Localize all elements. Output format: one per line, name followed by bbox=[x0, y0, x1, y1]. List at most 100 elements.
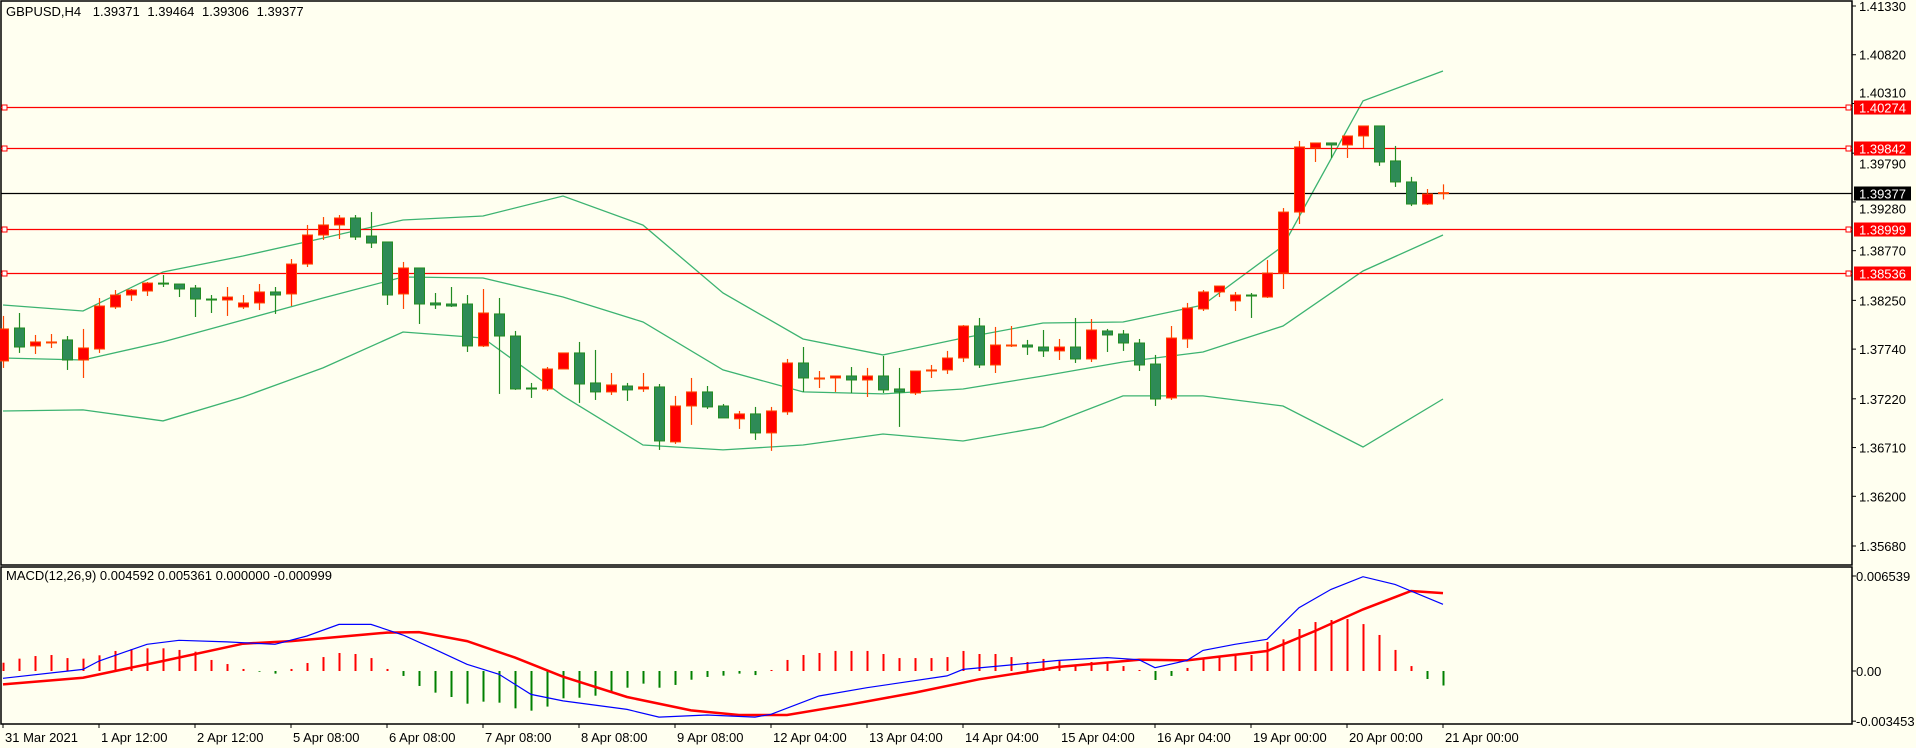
bear-candle bbox=[1246, 293, 1257, 318]
candle-body bbox=[414, 267, 425, 305]
candle-body bbox=[1150, 363, 1161, 400]
bull-candle bbox=[670, 395, 681, 444]
bear-candle bbox=[1022, 339, 1033, 355]
level-price-badge bbox=[1854, 266, 1911, 281]
bull-candle bbox=[478, 288, 489, 348]
bear-candle bbox=[462, 295, 473, 352]
candle-body bbox=[1326, 142, 1337, 146]
bull-candle bbox=[142, 282, 153, 296]
candle-body bbox=[558, 352, 569, 370]
bull-candle bbox=[286, 258, 297, 307]
level-handle-left[interactable] bbox=[1, 270, 8, 277]
candle-body bbox=[590, 382, 601, 393]
bull-candle bbox=[1230, 291, 1241, 311]
level-price-label: 1.40274 bbox=[1859, 101, 1906, 116]
bull-candle bbox=[1198, 290, 1209, 311]
candle-body bbox=[1038, 346, 1049, 352]
candle-body bbox=[574, 352, 585, 385]
bull-candle bbox=[46, 334, 57, 348]
candle-body bbox=[1294, 146, 1305, 213]
bull-candle bbox=[1358, 125, 1369, 148]
level-handle-right[interactable] bbox=[1845, 270, 1852, 277]
bear-candle bbox=[446, 286, 457, 307]
bear-candle bbox=[206, 295, 217, 313]
candle-body bbox=[942, 357, 953, 371]
macd-tick-label: -0.003453 bbox=[1856, 714, 1915, 729]
bull-candle bbox=[782, 358, 793, 415]
candle-body bbox=[1422, 193, 1433, 205]
bear-candle bbox=[350, 215, 361, 240]
candle-body bbox=[110, 294, 121, 308]
bear-candle bbox=[1038, 329, 1049, 357]
bear-candle bbox=[1070, 317, 1081, 363]
candle-body bbox=[206, 298, 217, 301]
candle-body bbox=[350, 217, 361, 238]
bull-candle bbox=[222, 286, 233, 316]
candle-body bbox=[1118, 333, 1129, 344]
current-price-label: 1.39377 bbox=[1859, 187, 1906, 202]
level-handle-right[interactable] bbox=[1845, 145, 1852, 152]
price-panel[interactable] bbox=[0, 0, 1853, 566]
candle-body bbox=[270, 291, 281, 296]
level-handle-right[interactable] bbox=[1845, 226, 1852, 233]
level-price-label: 1.38536 bbox=[1859, 267, 1906, 282]
bull-candle bbox=[990, 326, 1001, 374]
candle-body bbox=[1006, 344, 1017, 347]
bear-candle bbox=[366, 212, 377, 248]
candle-body bbox=[382, 241, 393, 296]
candle-body bbox=[878, 375, 889, 391]
price-tick-label: 1.36200 bbox=[1859, 489, 1906, 504]
candle-body bbox=[174, 283, 185, 290]
candle-body bbox=[1278, 211, 1289, 274]
candle-body bbox=[30, 341, 41, 347]
bollinger-middle-band bbox=[2, 234, 1444, 395]
bear-candle bbox=[510, 330, 521, 390]
candle-body bbox=[94, 305, 105, 350]
bear-candle bbox=[718, 403, 729, 419]
price-panel-frame bbox=[0, 0, 1853, 566]
bear-candle bbox=[1326, 142, 1337, 158]
bear-candle bbox=[1102, 328, 1113, 352]
bull-candle bbox=[910, 370, 921, 395]
level-handle-left[interactable] bbox=[1, 104, 8, 111]
bear-candle bbox=[1390, 145, 1401, 187]
bear-candle bbox=[270, 286, 281, 314]
macd-panel[interactable] bbox=[0, 566, 1853, 725]
candle-body bbox=[0, 328, 9, 362]
candle-body bbox=[1166, 337, 1177, 399]
candle-body bbox=[1374, 125, 1385, 163]
ohlc-close: 1.39377 bbox=[257, 4, 304, 19]
bull-candle bbox=[1006, 325, 1017, 348]
macd-panel-frame bbox=[0, 566, 1853, 725]
level-handle-left[interactable] bbox=[1, 145, 8, 152]
candle-body bbox=[862, 375, 873, 381]
bull-candle bbox=[334, 215, 345, 240]
time-tick-label: 1 Apr 12:00 bbox=[101, 730, 168, 745]
level-price-label: 1.39842 bbox=[1859, 142, 1906, 157]
candle-body bbox=[1406, 181, 1417, 205]
ohlc-open: 1.39371 bbox=[93, 4, 140, 19]
bull-candle bbox=[830, 375, 841, 392]
bull-candle bbox=[110, 290, 121, 309]
bull-candle bbox=[926, 364, 937, 378]
bull-candle bbox=[1310, 142, 1321, 162]
bollinger-lower-band bbox=[2, 331, 1444, 451]
candle-body bbox=[126, 289, 137, 296]
time-tick-label: 16 Apr 04:00 bbox=[1157, 730, 1231, 745]
bear-candle bbox=[574, 341, 585, 403]
level-price-badge bbox=[1854, 222, 1911, 237]
level-handle-right[interactable] bbox=[1845, 104, 1852, 111]
time-tick-label: 12 Apr 04:00 bbox=[773, 730, 847, 745]
time-tick-label: 20 Apr 00:00 bbox=[1349, 730, 1423, 745]
candle-body bbox=[926, 369, 937, 372]
ohlc-high: 1.39464 bbox=[147, 4, 194, 19]
candle-body bbox=[1230, 294, 1241, 302]
candle-body bbox=[1134, 342, 1145, 366]
time-tick-label: 6 Apr 08:00 bbox=[389, 730, 456, 745]
level-handle-left[interactable] bbox=[1, 226, 8, 233]
candle-body bbox=[766, 410, 777, 434]
price-tick-label: 1.37740 bbox=[1859, 342, 1906, 357]
bear-candle bbox=[382, 241, 393, 305]
macd-signal-line bbox=[2, 589, 1444, 717]
